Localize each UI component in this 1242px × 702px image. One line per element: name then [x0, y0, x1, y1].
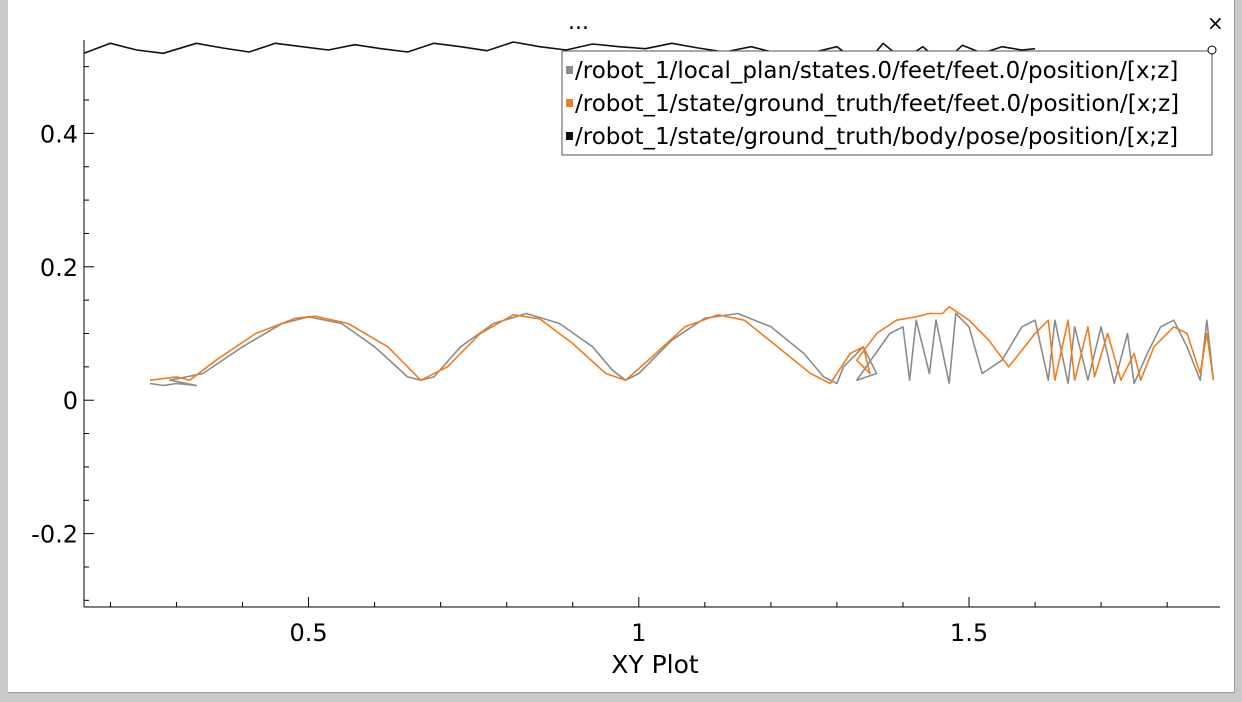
legend-entry: /robot_1/state/ground_truth/feet/feet.0/…: [575, 91, 1179, 117]
legend-entry: /robot_1/state/ground_truth/body/pose/po…: [575, 124, 1178, 150]
more-options-button[interactable]: ...: [568, 10, 589, 35]
series-line-2: [149, 305, 1215, 385]
close-icon[interactable]: ×: [1207, 11, 1224, 35]
x-axis-label: XY Plot: [611, 650, 699, 679]
legend-entry: /robot_1/local_plan/states.0/feet/feet.0…: [575, 58, 1178, 84]
y-tick-label: 0.4: [40, 120, 78, 148]
x-tick-label: 0.5: [289, 619, 327, 647]
y-tick-label: 0: [63, 387, 78, 415]
legend-swatch: [566, 66, 573, 74]
legend-resize-handle[interactable]: [1207, 45, 1217, 55]
y-tick-label: -0.2: [31, 521, 78, 549]
xy-plot-chart[interactable]: -0.2 0 0.2 0.4 0.5 1 1.5 /robot_1/local_plan/s…: [8, 0, 1234, 692]
series-line-1: [149, 312, 1215, 387]
y-tick-label: 0.2: [40, 254, 78, 282]
plot-panel[interactable]: -0.2 0 0.2 0.4 0.5 1 1.5 /robot_1/local_plan/s…: [8, 0, 1235, 693]
legend[interactable]: /robot_1/local_plan/states.0/feet/feet.0…: [561, 45, 1217, 156]
axes: -0.2 0 0.2 0.4 0.5 1 1.5: [31, 40, 1220, 647]
x-tick-label: 1: [631, 619, 646, 647]
legend-swatch: [566, 132, 573, 140]
x-tick-label: 1.5: [950, 619, 988, 647]
legend-box: [561, 50, 1213, 156]
legend-swatch: [566, 99, 573, 107]
